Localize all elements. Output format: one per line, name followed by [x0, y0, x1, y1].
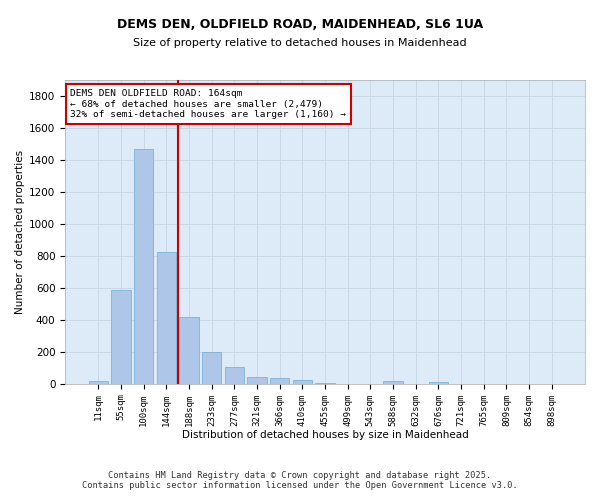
Text: Contains HM Land Registry data © Crown copyright and database right 2025.
Contai: Contains HM Land Registry data © Crown c…	[82, 470, 518, 490]
Bar	[316, 382, 335, 384]
Bar	[202, 352, 221, 384]
Text: DEMS DEN OLDFIELD ROAD: 164sqm
← 68% of detached houses are smaller (2,479)
32% : DEMS DEN OLDFIELD ROAD: 164sqm ← 68% of …	[70, 89, 346, 119]
Bar	[179, 318, 199, 384]
Bar	[247, 378, 267, 384]
Bar	[112, 290, 131, 384]
Bar	[429, 382, 448, 384]
Text: DEMS DEN, OLDFIELD ROAD, MAIDENHEAD, SL6 1UA: DEMS DEN, OLDFIELD ROAD, MAIDENHEAD, SL6…	[117, 18, 483, 30]
Bar	[134, 149, 154, 384]
Text: Size of property relative to detached houses in Maidenhead: Size of property relative to detached ho…	[133, 38, 467, 48]
Bar	[157, 252, 176, 384]
Bar	[270, 378, 289, 384]
Y-axis label: Number of detached properties: Number of detached properties	[15, 150, 25, 314]
Bar	[383, 382, 403, 384]
X-axis label: Distribution of detached houses by size in Maidenhead: Distribution of detached houses by size …	[182, 430, 469, 440]
Bar	[89, 382, 108, 384]
Bar	[225, 367, 244, 384]
Bar	[293, 380, 312, 384]
